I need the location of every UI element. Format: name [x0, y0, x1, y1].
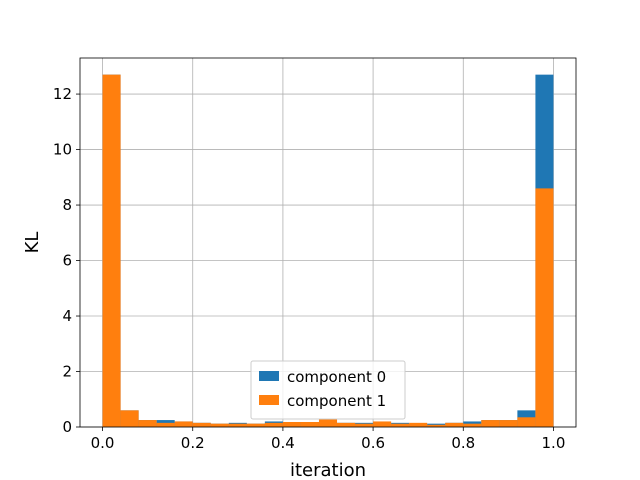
bar-component-1-6 — [210, 423, 229, 427]
bar-component-1-11 — [300, 422, 319, 427]
bar-component-1-3 — [156, 422, 175, 427]
y-tick-label-2: 4 — [62, 307, 72, 325]
y-tick-label-0: 0 — [62, 418, 72, 436]
x-tick-label-5: 1.0 — [542, 434, 566, 452]
bar-component-1-5 — [192, 422, 211, 427]
plot-frame — [79, 57, 577, 428]
x-axis-ticks: 0.0 0.2 0.4 0.6 0.8 1.0 — [91, 427, 566, 452]
bar-component-1-8 — [246, 423, 265, 427]
bar-component-1-13 — [337, 422, 356, 427]
bar-component-1-21 — [481, 420, 500, 427]
bar-component-1-1 — [120, 410, 139, 427]
legend-box — [250, 360, 406, 420]
bar-component-1-0 — [102, 74, 121, 428]
x-tick-label-2: 0.4 — [271, 434, 295, 452]
y-axis-label: KL — [22, 232, 43, 254]
bar-component-1-7 — [228, 423, 247, 427]
bar-component-1-2 — [138, 420, 157, 427]
x-tick-label-4: 0.8 — [451, 434, 475, 452]
series-component-1-bars — [102, 74, 554, 428]
legend-label-1: component 1 — [287, 392, 386, 410]
bar-component-1-24 — [535, 188, 554, 427]
x-tick-label-3: 0.6 — [361, 434, 385, 452]
y-tick-label-5: 10 — [53, 141, 72, 159]
bar-component-1-15 — [373, 421, 392, 427]
bar-component-1-19 — [445, 422, 464, 427]
y-axis-ticks: 0 2 4 6 8 10 12 — [53, 85, 80, 436]
bar-component-1-17 — [409, 422, 428, 427]
bar-component-1-22 — [499, 420, 518, 427]
legend: component 0 component 1 — [250, 360, 406, 420]
bar-component-1-4 — [174, 421, 193, 427]
bar-component-1-23 — [517, 417, 536, 427]
x-axis-label: iteration — [290, 460, 366, 480]
legend-swatch-0 — [259, 371, 279, 381]
x-tick-label-0: 0.0 — [91, 434, 115, 452]
y-tick-label-1: 2 — [62, 363, 72, 381]
y-tick-label-4: 8 — [62, 196, 72, 214]
legend-label-0: component 0 — [287, 368, 386, 386]
x-tick-label-1: 0.2 — [181, 434, 205, 452]
bar-component-1-18 — [427, 424, 446, 427]
y-tick-label-6: 12 — [53, 85, 72, 103]
bar-component-1-14 — [355, 423, 374, 427]
legend-swatch-1 — [259, 395, 279, 405]
bar-component-1-16 — [391, 423, 410, 427]
bar-component-1-12 — [318, 418, 338, 427]
bar-component-1-20 — [463, 423, 482, 427]
bar-component-1-9 — [264, 422, 283, 427]
y-tick-label-3: 6 — [62, 252, 72, 270]
bar-component-1-10 — [282, 422, 301, 427]
